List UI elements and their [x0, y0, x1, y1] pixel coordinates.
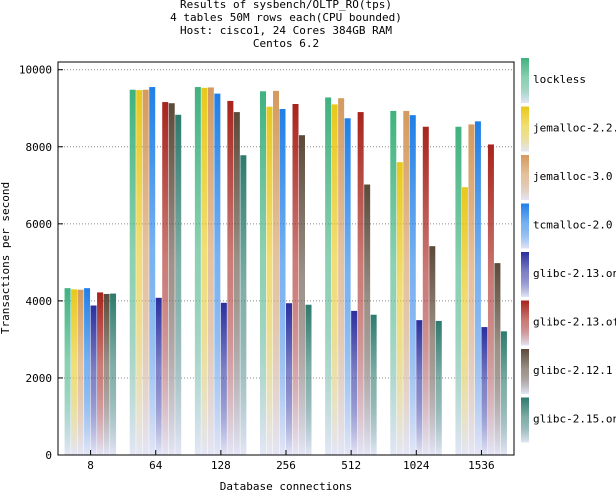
bar-lockless-512: [325, 97, 332, 456]
bar-jemalloc-3.0-128: [207, 87, 214, 455]
legend-label-glibc-2.13.on: glibc-2.13.on: [533, 267, 616, 280]
legend-swatch-lockless: [521, 58, 529, 103]
bar-jemalloc-3.0-512: [338, 98, 345, 455]
bar-glibc-2.15.on-128: [240, 155, 247, 455]
bar-lockless-1536: [455, 126, 462, 456]
bar-glibc-2.13.on-256: [286, 303, 292, 455]
bar-glibc-2.13.on-64: [155, 297, 162, 455]
bar-jemalloc-3.0-256: [273, 90, 279, 455]
y-axis: 0 2000 4000 6000 8000 10000: [19, 64, 63, 462]
x-tick-label: 128: [211, 459, 231, 472]
bar-glibc-2.13.on-1024: [416, 320, 423, 455]
bar-tcmalloc-2.0-128: [214, 93, 221, 455]
y-tick-label: 4000: [26, 295, 53, 308]
bar-jemalloc-3.0-64: [142, 89, 149, 455]
bar-lockless-128: [194, 87, 201, 455]
bar-jemalloc-2.2.5-1024: [396, 162, 403, 456]
legend-label-glibc-2.15.on: glibc-2.15.on: [533, 413, 616, 426]
legend-swatch-tcmalloc-2.0: [521, 203, 529, 249]
y-axis-label: Transactions per second: [0, 182, 12, 334]
x-tick-label: 512: [341, 459, 361, 472]
legend-label-jemalloc-3.0: jemalloc-3.0: [533, 170, 612, 183]
x-tick-label: 1024: [403, 459, 430, 472]
bar-lockless-8: [64, 288, 71, 455]
chart-title-line-4: Centos 6.2: [253, 37, 319, 50]
bar-glibc-2.13.on-1536: [481, 327, 488, 455]
bar-jemalloc-3.0-1024: [403, 110, 410, 456]
bars: [64, 87, 507, 456]
legend-swatch-jemalloc-2.2.5: [521, 106, 529, 152]
bar-glibc-2.12.1-1024: [429, 246, 436, 455]
y-tick-label: 10000: [19, 64, 52, 77]
bar-glibc-2.13.off-64: [162, 102, 169, 455]
bar-glibc-2.12.1-64: [168, 103, 175, 455]
bar-glibc-2.13.off-8: [97, 292, 104, 455]
bar-glibc-2.13.off-256: [292, 103, 299, 455]
bar-jemalloc-2.2.5-256: [266, 106, 273, 455]
legend-label-tcmalloc-2.0: tcmalloc-2.0: [533, 219, 612, 232]
x-axis-label: Database connections: [220, 480, 352, 491]
bar-lockless-1024: [390, 110, 397, 456]
bar-jemalloc-2.2.5-1536: [461, 187, 468, 455]
bar-lockless-64: [129, 89, 136, 455]
bar-jemalloc-2.2.5-64: [136, 90, 143, 456]
bar-glibc-2.13.on-128: [220, 302, 227, 455]
bar-glibc-2.15.on-8: [110, 293, 117, 455]
bar-glibc-2.13.off-512: [357, 112, 364, 456]
legend-label-lockless: lockless: [533, 73, 586, 86]
y-tick-label: 8000: [26, 141, 53, 154]
bar-glibc-2.12.1-8: [103, 293, 110, 455]
bar-glibc-2.13.on-512: [351, 310, 358, 455]
bar-jemalloc-3.0-8: [77, 289, 84, 455]
y-tick-label: 2000: [26, 372, 53, 385]
bar-glibc-2.15.on-64: [175, 114, 182, 456]
bar-tcmalloc-2.0-256: [279, 109, 286, 455]
legend-swatch-glibc-2.13.off: [521, 300, 529, 346]
legend-swatch-jemalloc-3.0: [521, 155, 529, 200]
bar-glibc-2.13.on-8: [90, 305, 97, 455]
bar-glibc-2.13.off-128: [227, 100, 234, 455]
x-tick-label: 256: [276, 459, 296, 472]
x-tick-label: 8: [87, 459, 94, 472]
bar-jemalloc-2.2.5-512: [331, 104, 338, 455]
chart-title-line-1: Results of sysbench/OLTP_RO(tps): [180, 0, 392, 11]
bar-lockless-256: [260, 91, 266, 456]
x-tick-label: 1536: [468, 459, 495, 472]
legend-label-glibc-2.13.off: glibc-2.13.off: [533, 316, 616, 329]
bar-glibc-2.12.1-256: [299, 135, 305, 456]
bar-glibc-2.15.on-256: [305, 304, 312, 455]
bar-glibc-2.13.off-1024: [422, 126, 429, 456]
bar-tcmalloc-2.0-64: [149, 87, 156, 455]
bar-glibc-2.15.on-1536: [500, 331, 507, 455]
y-tick-label: 6000: [26, 218, 53, 231]
legend-label-glibc-2.12.1: glibc-2.12.1: [533, 364, 612, 377]
bar-glibc-2.15.on-512: [370, 314, 377, 455]
bar-jemalloc-2.2.5-8: [71, 289, 78, 455]
x-tick-label: 64: [149, 459, 163, 472]
legend-swatch-glibc-2.15.on: [521, 397, 529, 443]
bar-glibc-2.12.1-1536: [494, 263, 501, 455]
legend-label-jemalloc-2.2.5: jemalloc-2.2.5: [533, 122, 616, 135]
chart-title: Results of sysbench/OLTP_RO(tps) 4 table…: [170, 0, 402, 50]
y-tick-label: 0: [45, 449, 52, 462]
bar-tcmalloc-2.0-1024: [409, 115, 416, 455]
legend: lockless jemalloc-2.2.5 jemalloc-3.0 tcmall…: [521, 58, 616, 443]
bar-tcmalloc-2.0-8: [84, 288, 91, 455]
bar-glibc-2.12.1-512: [364, 184, 371, 455]
bar-glibc-2.13.off-1536: [487, 144, 494, 455]
bar-jemalloc-3.0-1536: [468, 124, 475, 455]
legend-swatch-glibc-2.13.on: [521, 252, 529, 297]
bar-jemalloc-2.2.5-128: [201, 87, 208, 456]
bar-tcmalloc-2.0-512: [344, 118, 351, 456]
bar-tcmalloc-2.0-1536: [474, 121, 481, 455]
bar-glibc-2.12.1-128: [233, 112, 240, 456]
chart-title-line-3: Host: cisco1, 24 Cores 384GB RAM: [180, 24, 392, 37]
x-axis: 8 64 128 256 512 1024 1536: [87, 450, 495, 472]
legend-swatch-glibc-2.12.1: [521, 349, 529, 394]
chart-title-line-2: 4 tables 50M rows each(CPU bounded): [170, 11, 402, 24]
bar-glibc-2.15.on-1024: [435, 320, 442, 455]
